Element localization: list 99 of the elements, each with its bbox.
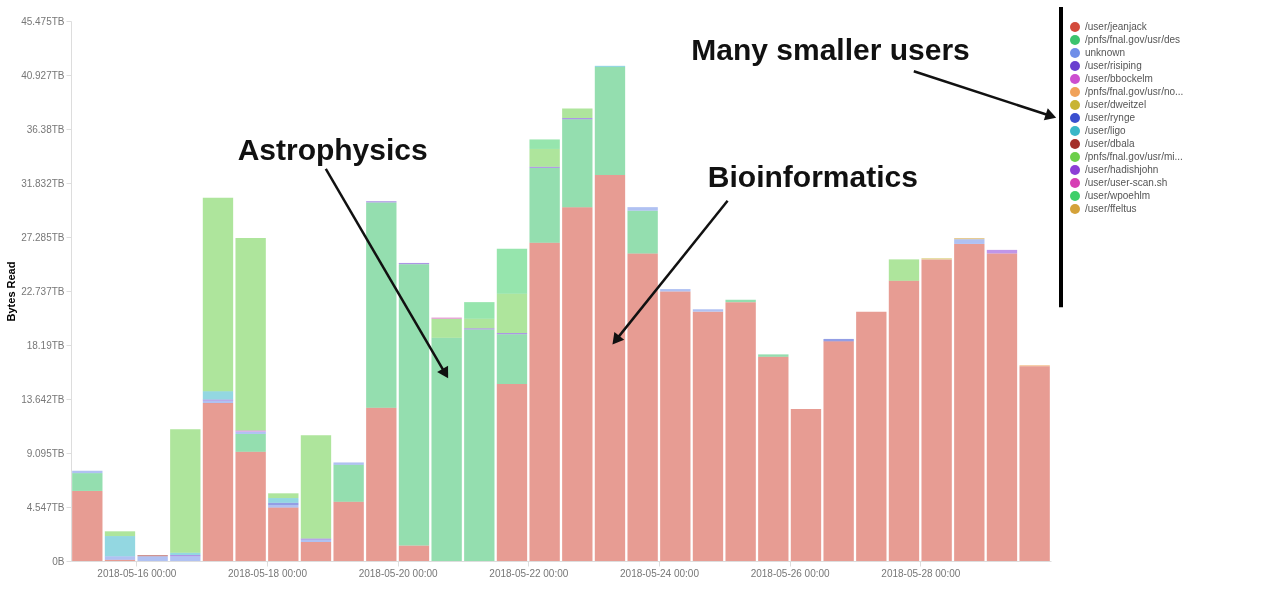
y-tick-label: 31.832TB <box>21 177 65 189</box>
x-tick-label: 2018-05-22 00:00 <box>489 567 569 579</box>
bar <box>72 490 103 561</box>
bar <box>104 531 136 537</box>
legend-label: /user/ligo <box>1085 125 1127 136</box>
x-tick-label: 2018-05-28 00:00 <box>881 567 961 579</box>
bar <box>986 253 1018 561</box>
bar <box>529 167 560 243</box>
bar <box>333 462 364 465</box>
legend-label: /user/user-scan.sh <box>1085 177 1168 188</box>
legend-label: /user/hadishjohn <box>1085 164 1159 175</box>
y-tick-label: 27.285TB <box>21 231 65 243</box>
bar <box>529 139 560 149</box>
bar <box>594 67 626 176</box>
y-tick-label: 22.737TB <box>21 285 65 297</box>
legend-label: /user/ffeltus <box>1085 203 1137 214</box>
bar <box>398 264 430 546</box>
bar <box>464 318 495 329</box>
bar <box>235 451 266 561</box>
x-tick-label: 2018-05-16 00:00 <box>97 567 177 579</box>
bar <box>562 119 593 208</box>
bar <box>202 391 234 400</box>
bar <box>268 493 299 499</box>
bar <box>268 507 299 561</box>
bar <box>529 148 560 167</box>
bar <box>496 248 528 294</box>
y-tick-label: 36.38TB <box>26 123 65 135</box>
bar <box>758 354 789 357</box>
bar <box>398 545 430 561</box>
bar <box>464 329 495 561</box>
bar <box>496 334 528 385</box>
bar <box>1019 366 1050 561</box>
bar <box>594 175 626 561</box>
bar <box>888 259 920 281</box>
bar <box>464 302 495 319</box>
bar <box>529 242 560 561</box>
bar <box>496 384 528 561</box>
bar <box>235 433 266 452</box>
bar <box>954 243 985 561</box>
y-tick-label: 13.642TB <box>21 393 65 405</box>
y-tick-label: 45.475TB <box>21 15 65 27</box>
y-tick-label: 40.927TB <box>21 69 65 81</box>
legend-label: /user/rynge <box>1085 112 1136 123</box>
legend-label: /pnfs/fnal.gov/usr/des <box>1085 34 1181 45</box>
bar <box>954 239 985 244</box>
legend-label: /pnfs/fnal.gov/usr/no... <box>1085 86 1184 97</box>
bar <box>333 464 364 502</box>
y-tick-label: 9.095TB <box>26 447 65 459</box>
bar <box>431 318 462 338</box>
bar <box>202 403 234 561</box>
bar <box>268 498 299 503</box>
bar <box>660 291 691 561</box>
legend-label: /user/risiping <box>1085 60 1142 71</box>
legend-label: /user/jeanjack <box>1085 21 1148 32</box>
x-tick-label: 2018-05-20 00:00 <box>358 567 439 579</box>
legend-label: unknown <box>1085 47 1126 58</box>
bar <box>921 259 952 561</box>
bar <box>627 210 658 254</box>
bar <box>627 253 658 561</box>
bar <box>300 435 332 539</box>
annotation: Bioinformatics <box>707 159 918 193</box>
bar <box>170 556 201 561</box>
bar <box>104 536 136 557</box>
y-tick-label: 0B <box>52 555 65 567</box>
legend-label: /user/wpoehlm <box>1085 190 1151 201</box>
bar <box>170 429 201 553</box>
bar <box>333 501 364 561</box>
x-tick-label: 2018-05-26 00:00 <box>750 567 831 579</box>
bar <box>431 337 462 561</box>
x-tick-label: 2018-05-24 00:00 <box>620 567 700 579</box>
bar <box>823 341 854 561</box>
bar <box>366 407 397 561</box>
bar <box>562 108 593 119</box>
y-tick-label: 18.19TB <box>26 339 65 351</box>
bar <box>856 311 887 561</box>
bar <box>692 309 724 312</box>
y-tick-label: 4.547TB <box>26 501 65 513</box>
bar <box>202 197 234 392</box>
bar <box>235 238 266 431</box>
annotation: Many smaller users <box>691 32 970 66</box>
bar <box>562 207 593 561</box>
bar <box>300 542 332 561</box>
bar <box>72 473 103 491</box>
bar <box>692 311 724 561</box>
bar <box>758 356 789 561</box>
bar <box>790 409 822 561</box>
legend-label: /user/dweitzel <box>1085 99 1147 110</box>
bar <box>366 202 397 408</box>
bar <box>627 207 658 211</box>
y-axis-title: Bytes Read <box>5 261 18 322</box>
legend-label: /user/bbockelm <box>1085 73 1153 84</box>
x-tick-label: 2018-05-18 00:00 <box>228 567 308 579</box>
bar <box>888 280 920 561</box>
bar <box>725 302 756 561</box>
bar <box>137 556 168 561</box>
annotation: Astrophysics <box>237 132 428 166</box>
legend-label: /user/dbala <box>1085 138 1135 149</box>
bar <box>496 293 528 334</box>
legend-label: /pnfs/fnal.gov/usr/mi... <box>1085 151 1183 162</box>
